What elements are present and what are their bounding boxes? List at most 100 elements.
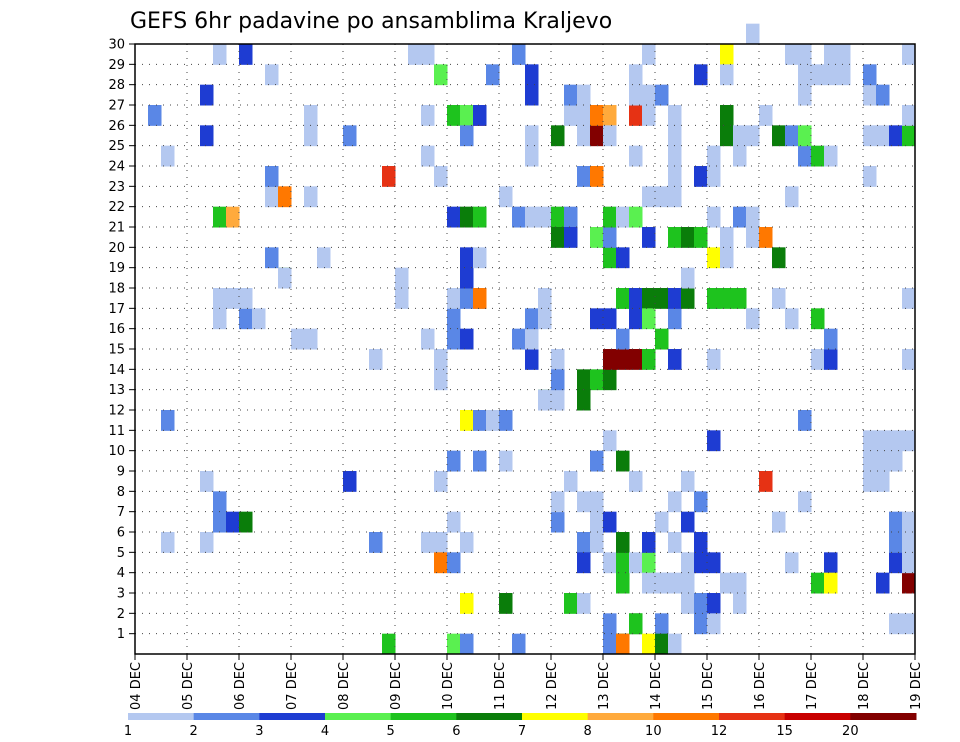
heatmap-cell	[434, 166, 448, 187]
y-tick-label: 4	[117, 566, 125, 581]
heatmap-cell	[564, 227, 578, 248]
heatmap-cell	[733, 125, 747, 147]
heatmap-cell	[460, 206, 474, 228]
heatmap-cell	[772, 125, 786, 147]
heatmap-cell	[512, 328, 526, 350]
heatmap-cell	[434, 369, 448, 391]
heatmap-cell	[213, 288, 227, 309]
heatmap-cell	[902, 125, 916, 147]
x-tick-label: 19 DEC	[909, 662, 924, 710]
heatmap-cell	[200, 84, 214, 106]
heatmap-cell	[603, 633, 617, 655]
x-tick-label: 05 DEC	[181, 662, 196, 710]
heatmap-cell	[213, 511, 227, 533]
heatmap-cell	[824, 572, 838, 594]
heatmap-cell	[902, 572, 916, 594]
heatmap-cell	[655, 84, 669, 106]
heatmap-cell	[629, 64, 643, 86]
heatmap-cell	[200, 471, 214, 492]
heatmap-cell	[577, 125, 591, 147]
y-tick-label: 19	[108, 261, 125, 276]
heatmap-cell	[239, 288, 253, 309]
heatmap-cell	[460, 267, 474, 289]
heatmap-cell	[629, 84, 643, 106]
heatmap-cell	[798, 125, 812, 147]
heatmap-cell	[707, 613, 721, 635]
heatmap-cell	[603, 511, 617, 533]
heatmap-cell	[525, 206, 539, 228]
heatmap-cell	[798, 44, 812, 65]
heatmap-cell	[590, 125, 604, 147]
heatmap-cell	[759, 471, 773, 492]
heatmap-cell	[473, 450, 487, 472]
heatmap-cell	[343, 471, 357, 492]
x-tick-label: 14 DEC	[649, 662, 664, 710]
x-tick-label: 07 DEC	[285, 662, 300, 710]
y-tick-label: 3	[117, 587, 125, 602]
heatmap-cell	[265, 186, 279, 208]
heatmap-cell	[603, 349, 617, 370]
heatmap-cell	[707, 166, 721, 187]
x-tick-label: 10 DEC	[441, 662, 456, 710]
x-tick-label: 04 DEC	[129, 662, 144, 710]
heatmap-cell	[512, 633, 526, 655]
y-tick-label: 5	[117, 546, 125, 561]
y-tick-label: 25	[108, 139, 125, 154]
heatmap-cell	[460, 532, 474, 553]
heatmap-cell	[616, 572, 630, 594]
heatmap-cell	[538, 308, 552, 330]
colorbar-swatch	[587, 713, 654, 720]
heatmap-cell	[421, 105, 435, 126]
heatmap-cell	[213, 308, 227, 330]
heatmap-cell	[902, 511, 916, 533]
heatmap-cell	[668, 491, 682, 513]
heatmap-cell	[720, 105, 734, 126]
heatmap-cell	[642, 84, 656, 106]
heatmap-cell	[694, 491, 708, 513]
heatmap-cell	[668, 532, 682, 553]
heatmap-cell	[694, 613, 708, 635]
heatmap-cell	[733, 572, 747, 594]
heatmap-cell	[824, 64, 838, 86]
heatmap-cell	[863, 125, 877, 147]
heatmap-cell	[421, 328, 435, 350]
heatmap-cell	[889, 511, 903, 533]
heatmap-cell	[798, 84, 812, 106]
colorbar-swatch	[259, 713, 326, 720]
heatmap-cell	[304, 105, 318, 126]
heatmap-cell	[629, 288, 643, 309]
heatmap-cell	[707, 349, 721, 370]
heatmap-cell	[525, 125, 539, 147]
y-tick-label: 24	[108, 160, 125, 175]
colorbar-swatch	[522, 713, 589, 720]
heatmap-cell	[655, 572, 669, 594]
heatmap-cell	[876, 84, 890, 106]
heatmap-cell	[772, 511, 786, 533]
heatmap-cell	[655, 633, 669, 655]
y-tick-label: 28	[108, 78, 125, 93]
x-tick-label: 12 DEC	[545, 662, 560, 710]
heatmap-cell	[382, 166, 396, 187]
heatmap-cells	[148, 23, 916, 655]
heatmap-cell	[447, 206, 461, 228]
heatmap-cell	[876, 430, 890, 452]
heatmap-cell	[629, 349, 643, 370]
heatmap-cell	[668, 349, 682, 370]
heatmap-cell	[577, 552, 591, 574]
heatmap-cell	[408, 44, 422, 65]
heatmap-cell	[525, 84, 539, 106]
heatmap-cell	[694, 227, 708, 248]
heatmap-cell	[447, 450, 461, 472]
colorbar-swatch	[653, 713, 720, 720]
heatmap-cell	[707, 247, 721, 269]
heatmap-cell	[343, 125, 357, 147]
heatmap-cell	[395, 288, 409, 309]
heatmap-cell	[824, 145, 838, 167]
heatmap-cell	[811, 64, 825, 86]
heatmap-cell	[434, 349, 448, 370]
heatmap-cell	[447, 105, 461, 126]
heatmap-cell	[161, 532, 175, 553]
heatmap-cell	[863, 471, 877, 492]
colorbar-swatch	[128, 713, 195, 720]
